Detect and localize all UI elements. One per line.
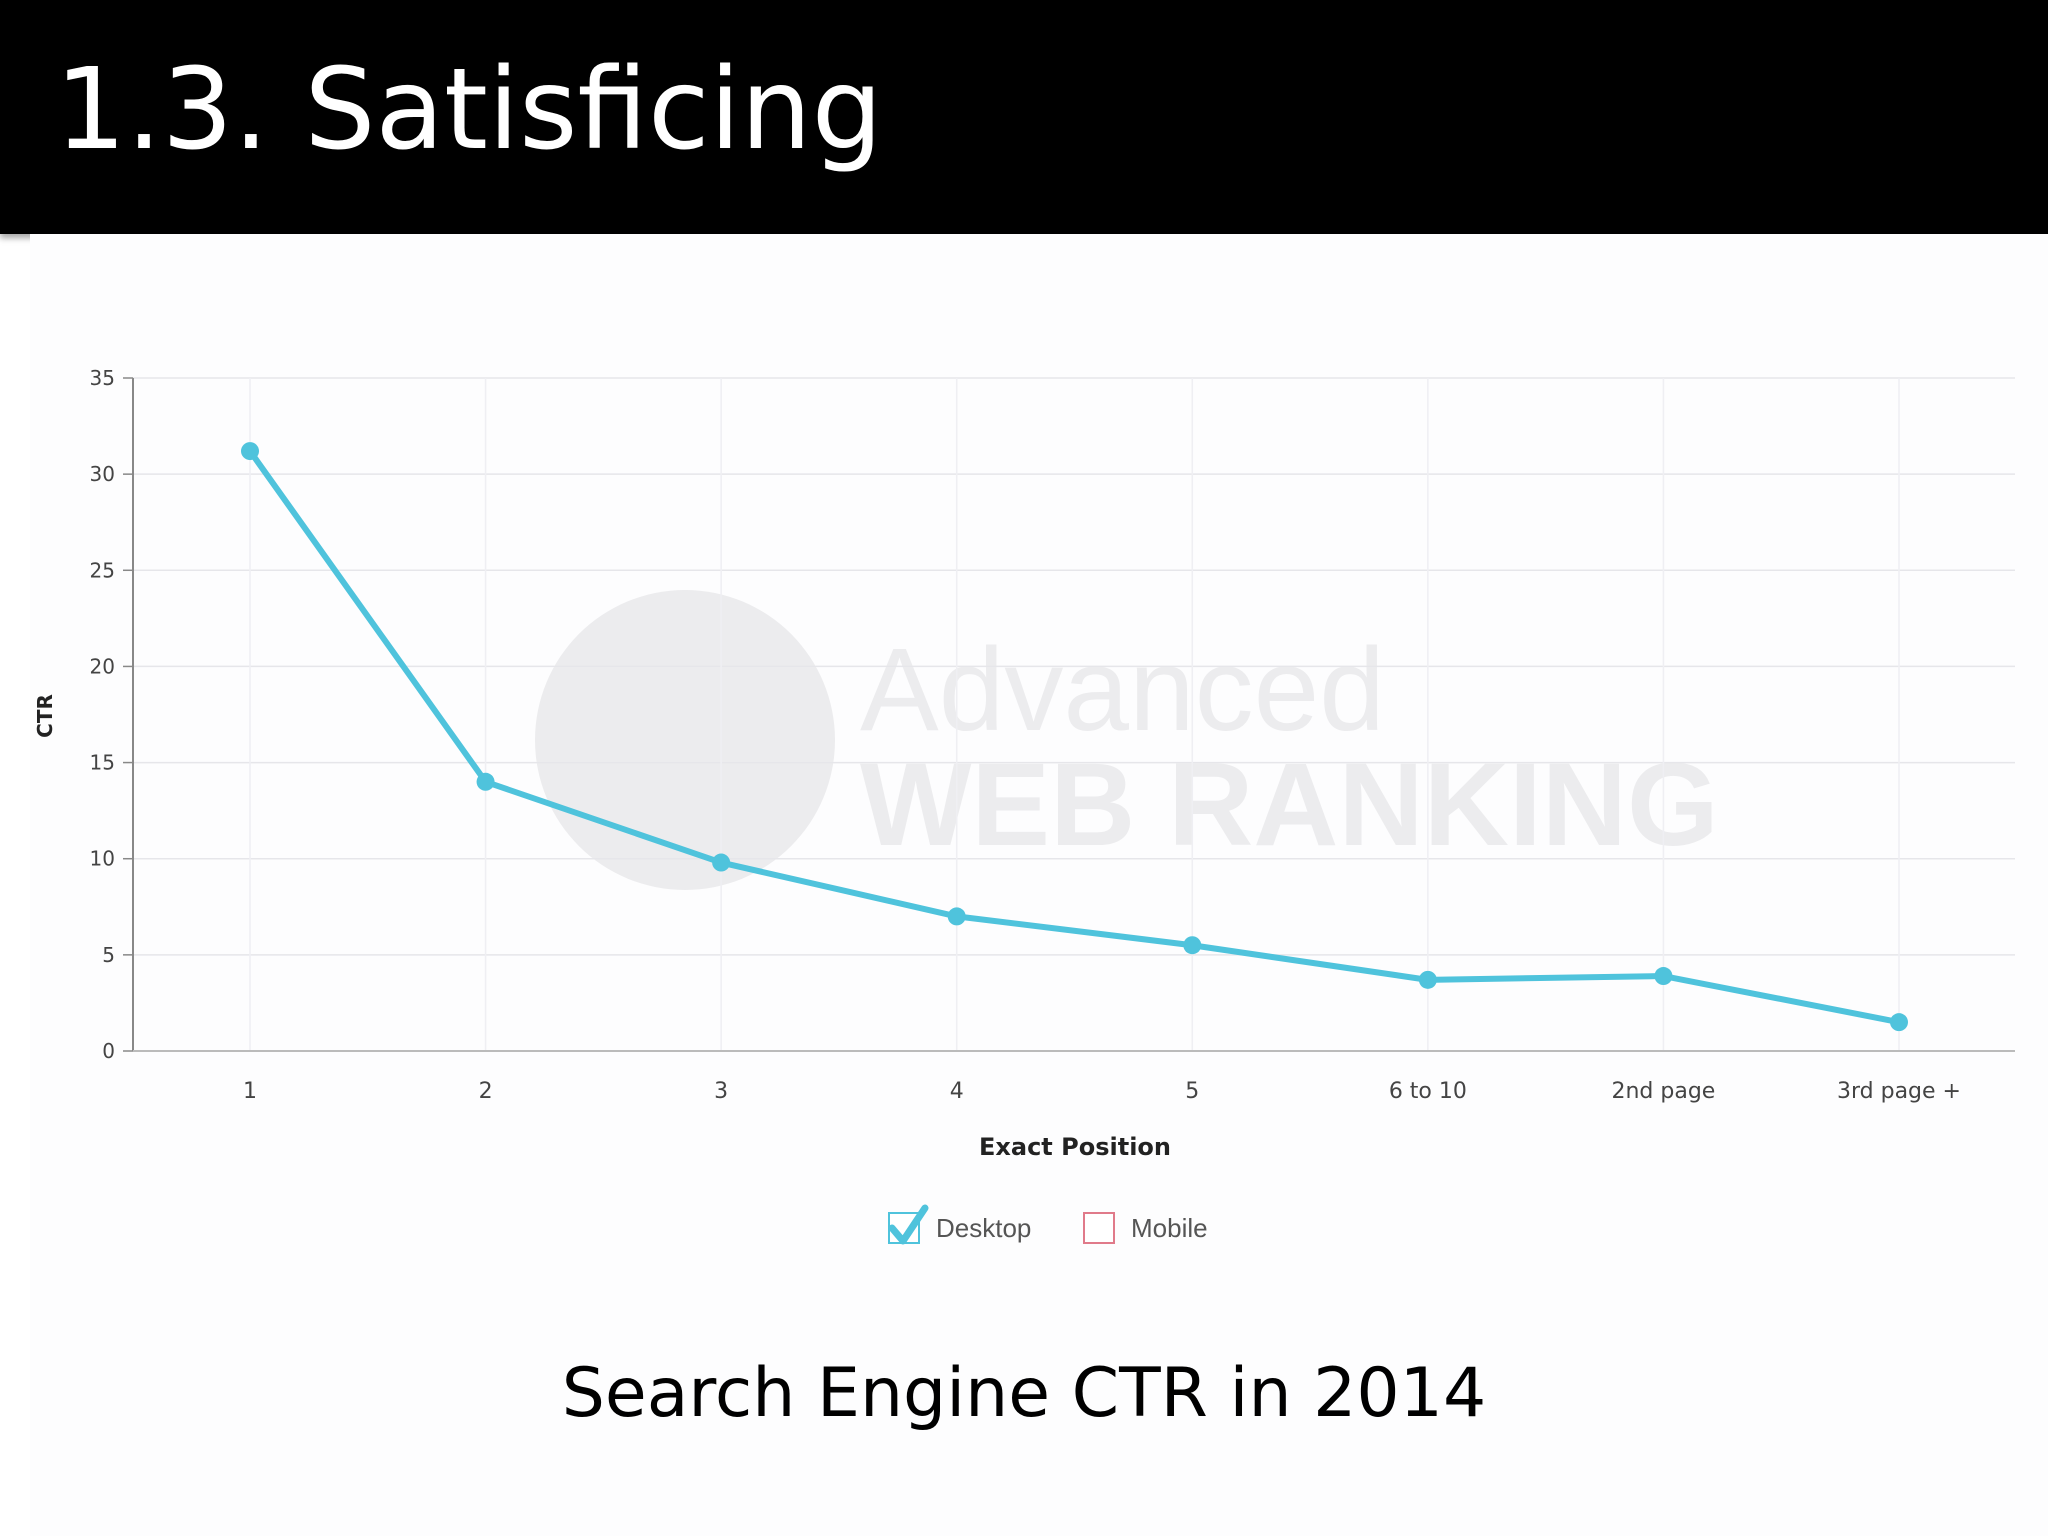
y-tick-label: 0 <box>102 1039 115 1063</box>
y-tick-label: 20 <box>90 654 115 678</box>
y-tick-label: 15 <box>90 751 115 775</box>
mobile-checkbox[interactable] <box>1083 1212 1115 1244</box>
data-point[interactable] <box>476 772 495 791</box>
series-line-desktop <box>247 448 1902 1026</box>
slide-caption: Search Engine CTR in 2014 <box>561 1354 1487 1433</box>
x-tick-label: 1 <box>243 1079 257 1104</box>
chart-panel <box>30 234 2048 1536</box>
x-tick-label: 2nd page <box>1611 1079 1715 1104</box>
y-tick-label: 35 <box>90 366 115 390</box>
y-tick-label: 10 <box>90 847 115 871</box>
data-point[interactable] <box>1890 1013 1908 1032</box>
x-axis-title: Exact Position <box>979 1133 1171 1161</box>
y-tick-label: 30 <box>90 462 115 486</box>
x-tick-label: 4 <box>950 1079 964 1104</box>
watermark-line-1: Advanced <box>860 624 1385 756</box>
x-tick-label: 5 <box>1185 1079 1199 1104</box>
data-point[interactable] <box>1654 967 1673 986</box>
watermark: Advanced WEB RANKING <box>535 590 1719 890</box>
legend: Desktop Mobile <box>888 1204 1208 1245</box>
watermark-globe-icon <box>535 590 835 890</box>
data-point[interactable] <box>712 853 731 872</box>
checkmark-icon <box>888 1204 929 1245</box>
data-point[interactable] <box>1418 970 1437 989</box>
x-tick-label: 3rd page + <box>1837 1079 1961 1104</box>
ctr-line-chart: Advanced WEB RANKING 0 5 10 15 20 25 30 35 1 2 3 4 5… <box>33 366 2015 1245</box>
data-point[interactable] <box>1183 936 1202 955</box>
title-bar: 1.3. Satisficing <box>0 0 2048 234</box>
y-axis-title: CTR <box>33 694 57 738</box>
y-tick-label: 5 <box>102 943 115 967</box>
x-tick-label: 2 <box>479 1079 493 1104</box>
legend-label-mobile: Mobile <box>1131 1213 1208 1243</box>
data-point[interactable] <box>947 907 966 926</box>
series-desktop <box>241 442 1908 1032</box>
slide-title: 1.3. Satisficing <box>55 45 883 175</box>
chart-axes: 0 5 10 15 20 25 30 35 1 2 3 4 5 6 to 10 2nd page 3rd pa… <box>90 366 2015 1104</box>
watermark-line-2: WEB RANKING <box>860 739 1719 871</box>
y-tick-label: 25 <box>90 558 115 582</box>
x-tick-label: 6 to 10 <box>1389 1079 1467 1104</box>
data-point[interactable] <box>241 442 259 461</box>
legend-item-mobile[interactable]: Mobile <box>1083 1212 1208 1244</box>
legend-label-desktop: Desktop <box>936 1213 1031 1243</box>
legend-item-desktop[interactable]: Desktop <box>888 1204 1031 1245</box>
x-tick-label: 3 <box>714 1079 728 1104</box>
chart-grid <box>133 377 2015 1052</box>
